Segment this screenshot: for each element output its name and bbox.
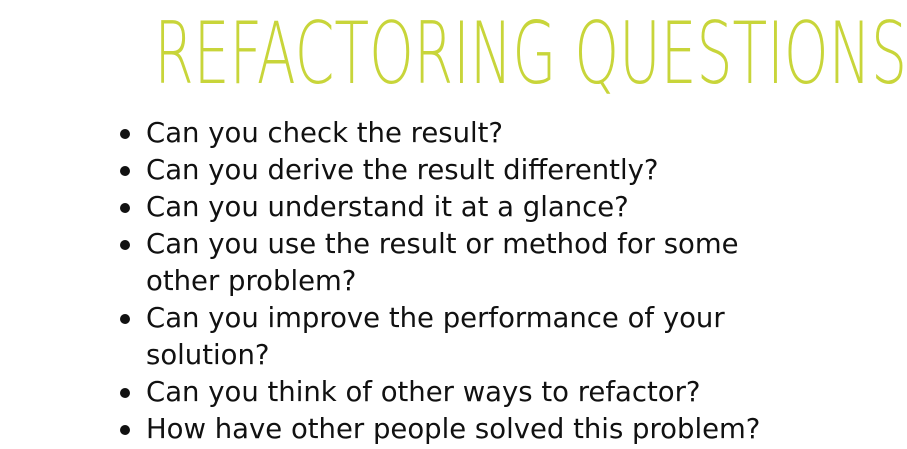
bullet-dot-icon [120,314,130,324]
question-list: Can you check the result? Can you derive… [118,115,818,448]
bullet-dot-icon [120,203,130,213]
list-item: Can you derive the result differently? [118,152,818,189]
list-item-text: Can you check the result? [146,117,504,149]
list-item: Can you check the result? [118,115,818,152]
list-item: Can you think of other ways to refactor? [118,374,818,411]
list-item-text: Can you think of other ways to refactor? [146,376,701,408]
list-item-text: Can you derive the result differently? [146,154,659,186]
bullet-dot-icon [120,425,130,435]
slide-title: REFACTORING QUESTIONS [154,4,907,104]
bullet-dot-icon [120,129,130,139]
list-item: How have other people solved this proble… [118,411,818,448]
bullet-dot-icon [120,388,130,398]
list-item: Can you understand it at a glance? [118,189,818,226]
bullet-dot-icon [120,166,130,176]
list-item: Can you use the result or method for som… [118,226,818,300]
list-item-text: Can you improve the performance of your … [146,302,725,371]
bullet-dot-icon [120,240,130,250]
list-item-text: Can you use the result or method for som… [146,228,739,297]
list-item-text: Can you understand it at a glance? [146,191,629,223]
list-item-text: How have other people solved this proble… [146,413,761,445]
list-item: Can you improve the performance of your … [118,300,818,374]
